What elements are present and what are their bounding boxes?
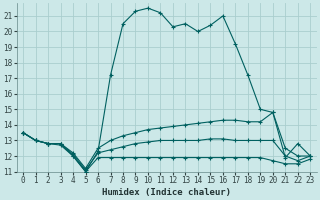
X-axis label: Humidex (Indice chaleur): Humidex (Indice chaleur) <box>102 188 231 197</box>
